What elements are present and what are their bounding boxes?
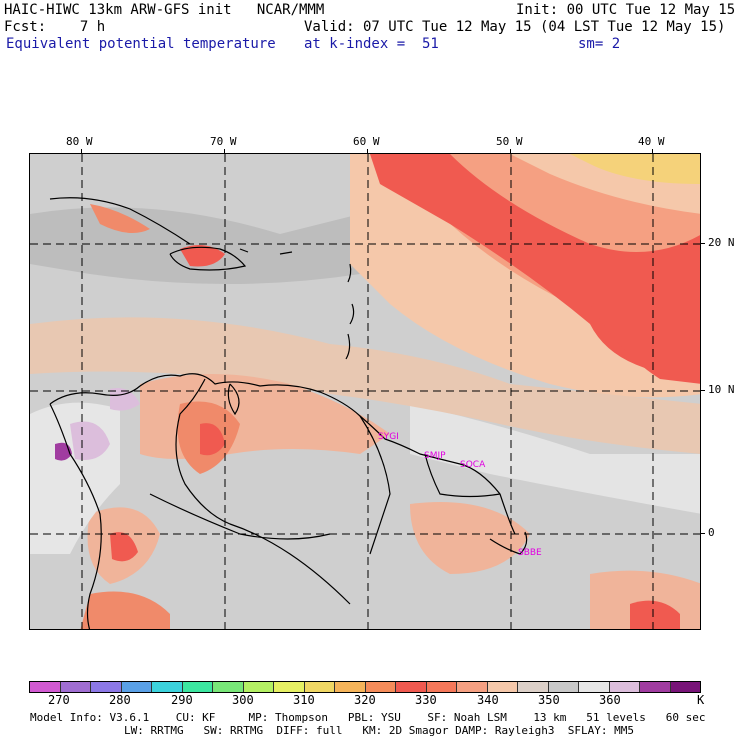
tick <box>367 149 368 153</box>
forecast-hour: Fcst: 7 h <box>4 19 106 35</box>
colorbar-swatch <box>182 682 213 692</box>
lon-label-60w: 60 W <box>353 135 380 148</box>
colorbar <box>29 681 701 693</box>
init-time: Init: 00 UTC Tue 12 May 15 <box>516 2 736 18</box>
colorbar-label: 300 <box>232 693 254 707</box>
valid-time: Valid: 07 UTC Tue 12 May 15 (04 LST Tue … <box>304 19 726 35</box>
tick <box>701 390 705 391</box>
smoothing: sm= 2 <box>578 36 621 52</box>
lon-label-70w: 70 W <box>210 135 237 148</box>
colorbar-swatch <box>335 682 366 692</box>
colorbar-swatch <box>243 682 274 692</box>
theta-e-field <box>30 154 700 629</box>
colorbar-swatch <box>640 682 671 692</box>
colorbar-swatch <box>152 682 183 692</box>
station-label: SOCA <box>460 460 486 470</box>
colorbar-swatch <box>457 682 488 692</box>
model-info-line1: Model Info: V3.6.1 CU: KF MP: Thompson P… <box>30 711 706 724</box>
lat-label-20n: 20 N <box>708 236 735 249</box>
model-info-line2: LW: RRTMG SW: RRTMG DIFF: full KM: 2D Sm… <box>124 724 634 737</box>
colorbar-swatch <box>487 682 518 692</box>
colorbar-unit: K <box>697 693 705 707</box>
lon-label-80w: 80 W <box>66 135 93 148</box>
lon-label-50w: 50 W <box>496 135 523 148</box>
colorbar-label: 320 <box>354 693 376 707</box>
colorbar-swatch <box>365 682 396 692</box>
colorbar-label: 270 <box>48 693 70 707</box>
title-model: HAIC-HIWC 13km ARW-GFS init NCAR/MMM <box>4 2 325 18</box>
colorbar-swatch <box>548 682 579 692</box>
tick <box>224 149 225 153</box>
colorbar-label: 290 <box>171 693 193 707</box>
colorbar-label: 310 <box>293 693 315 707</box>
tick <box>701 533 705 534</box>
colorbar-swatch <box>213 682 244 692</box>
colorbar-swatch <box>518 682 549 692</box>
level-index: at k-index = 51 <box>304 36 439 52</box>
colorbar-swatch <box>91 682 122 692</box>
colorbar-label: 330 <box>415 693 437 707</box>
tick <box>81 149 82 153</box>
colorbar-swatch <box>579 682 610 692</box>
colorbar-swatch <box>304 682 335 692</box>
colorbar-swatch <box>274 682 305 692</box>
tick <box>652 149 653 153</box>
colorbar-label: 350 <box>538 693 560 707</box>
colorbar-swatch <box>60 682 91 692</box>
lat-label-10n: 10 N <box>708 383 735 396</box>
colorbar-swatch <box>30 682 61 692</box>
tick <box>510 149 511 153</box>
colorbar-label: 360 <box>599 693 621 707</box>
lat-label-0: 0 <box>708 526 715 539</box>
tick <box>701 243 705 244</box>
colorbar-swatch <box>609 682 640 692</box>
field-name: Equivalent potential temperature <box>6 36 276 52</box>
map-panel[interactable]: SYGI SMJP SOCA SBBE <box>29 153 701 630</box>
station-label: SMJP <box>424 451 446 461</box>
station-label: SYGI <box>378 432 399 442</box>
colorbar-swatch <box>426 682 457 692</box>
colorbar-swatch <box>121 682 152 692</box>
colorbar-swatch <box>670 682 700 692</box>
colorbar-swatch <box>396 682 427 692</box>
lon-label-40w: 40 W <box>638 135 665 148</box>
colorbar-label: 340 <box>477 693 499 707</box>
station-label: SBBE <box>518 548 542 558</box>
colorbar-label: 280 <box>109 693 131 707</box>
